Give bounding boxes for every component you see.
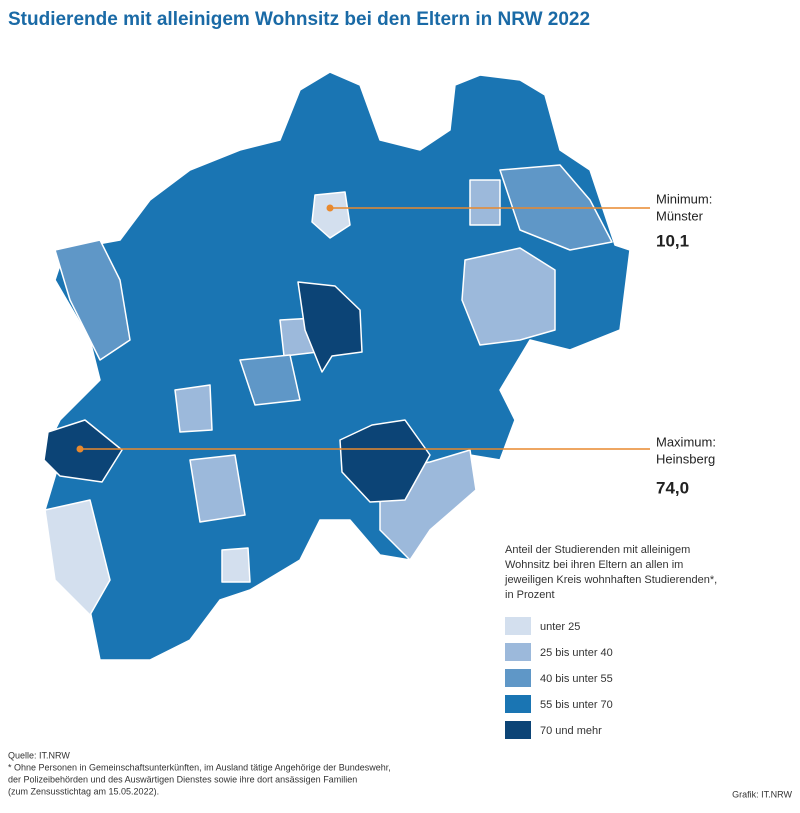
region	[44, 71, 631, 661]
region	[54, 239, 131, 361]
callout-value: 10,1	[656, 231, 689, 250]
region	[297, 281, 363, 373]
callout-name: Heinsberg	[656, 451, 715, 466]
legend-title: jeweiligen Kreis wohnhaften Studierenden…	[504, 574, 717, 586]
callout-value: 74,0	[656, 478, 689, 497]
legend-label: 40 bis unter 55	[540, 673, 613, 685]
region	[44, 499, 111, 616]
legend-swatch	[505, 721, 531, 739]
footer-note: (zum Zensusstichtag am 15.05.2022).	[8, 786, 159, 796]
legend-label: unter 25	[540, 621, 580, 633]
legend-title: Anteil der Studierenden mit alleinigem	[505, 544, 690, 556]
legend-swatch	[505, 695, 531, 713]
footer-note: * Ohne Personen in Gemeinschaftsunterkün…	[8, 762, 391, 772]
legend: Anteil der Studierenden mit alleinigem Wo…	[504, 544, 717, 739]
callout-lines	[76, 204, 650, 453]
footer: Quelle: IT.NRW * Ohne Personen in Gemeins…	[8, 750, 391, 796]
leader-dot	[326, 204, 334, 212]
legend-label: 70 und mehr	[540, 725, 602, 737]
region	[174, 384, 213, 433]
footer-note: Quelle: IT.NRW	[8, 750, 70, 760]
region	[239, 354, 301, 406]
region	[221, 547, 251, 583]
legend-label: 55 bis unter 70	[540, 699, 613, 711]
region	[469, 179, 501, 226]
callout-heading: Minimum:	[656, 191, 712, 206]
legend-title: Wohnsitz bei ihren Eltern an allen im	[505, 559, 683, 571]
region	[339, 419, 431, 503]
region	[43, 419, 123, 483]
callout-name: Münster	[656, 208, 704, 223]
footer-note: der Polizeibehörden und des Auswärtigen …	[8, 774, 357, 784]
legend-swatch	[505, 643, 531, 661]
legend-swatch	[505, 617, 531, 635]
legend-label: 25 bis unter 40	[540, 647, 613, 659]
legend-title: in Prozent	[505, 589, 555, 601]
leader-dot	[76, 445, 84, 453]
region	[311, 191, 351, 239]
map	[43, 71, 631, 661]
callout-heading: Maximum:	[656, 434, 716, 449]
region	[461, 247, 556, 346]
region	[189, 454, 246, 523]
title: Studierende mit alleinigem Wohnsitz bei …	[8, 9, 590, 30]
credit: Grafik: IT.NRW	[732, 789, 792, 799]
legend-swatch	[505, 669, 531, 687]
